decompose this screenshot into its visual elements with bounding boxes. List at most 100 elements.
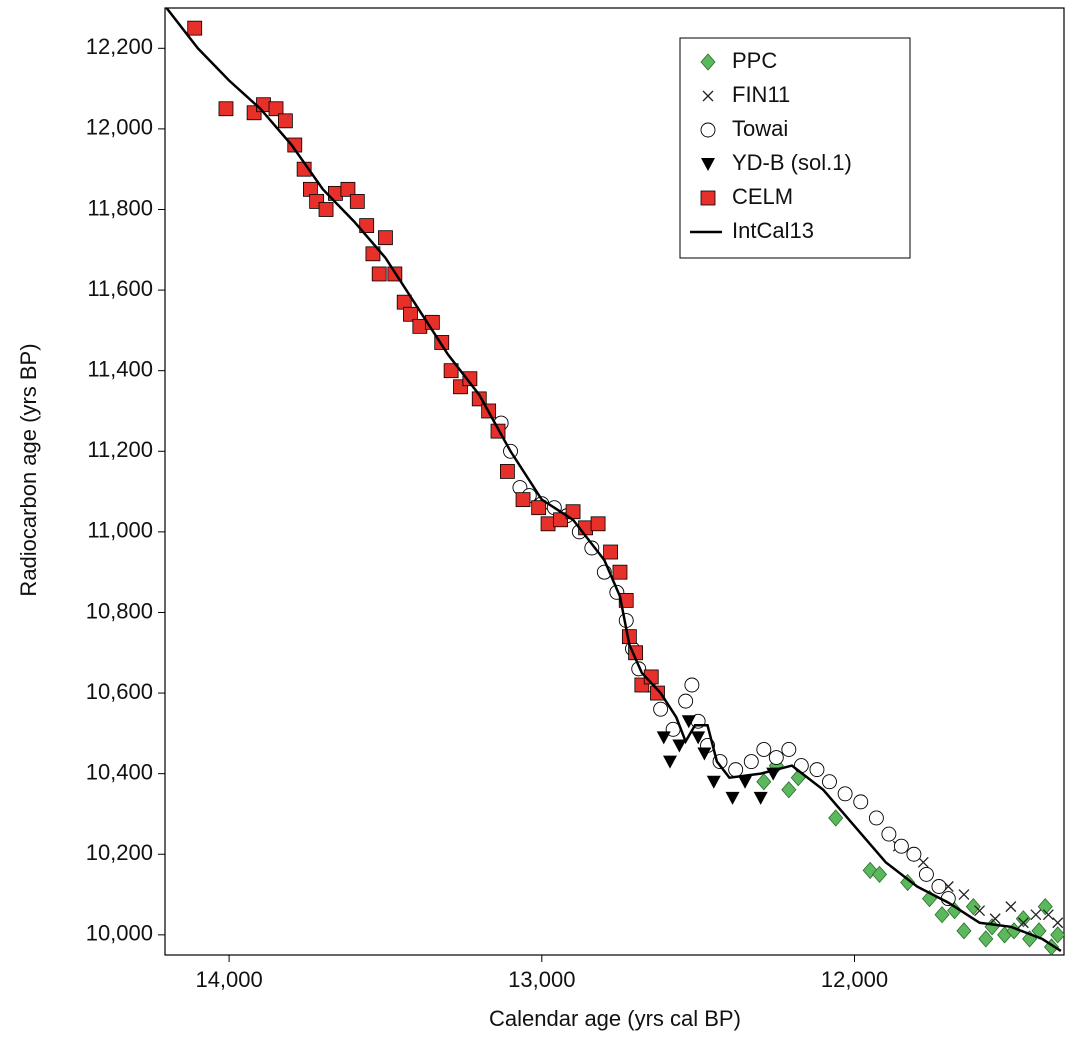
diamond-marker bbox=[781, 781, 797, 799]
diamond-marker bbox=[978, 930, 994, 948]
square-marker bbox=[365, 246, 381, 262]
square-marker bbox=[500, 464, 515, 479]
triangle-marker bbox=[681, 715, 696, 729]
circle-marker bbox=[906, 846, 922, 862]
circle-marker bbox=[678, 693, 694, 709]
cross-marker bbox=[702, 90, 714, 102]
cross-marker bbox=[1017, 917, 1029, 929]
diamond-marker bbox=[871, 865, 888, 884]
x-tick-label: 13,000 bbox=[508, 967, 575, 992]
diamond-marker bbox=[956, 922, 972, 940]
legend-label: FIN11 bbox=[732, 82, 790, 107]
circle-marker bbox=[768, 750, 784, 765]
x-tick-label: 12,000 bbox=[821, 967, 888, 992]
y-tick-label: 11,400 bbox=[87, 356, 153, 381]
square-marker bbox=[349, 194, 365, 209]
triangle-marker bbox=[697, 747, 712, 761]
y-tick-label: 12,200 bbox=[86, 34, 153, 59]
square-marker bbox=[650, 685, 665, 701]
legend-label: Towai bbox=[732, 116, 788, 141]
legend-box bbox=[679, 37, 911, 259]
triangle-marker bbox=[656, 731, 671, 745]
diamond-marker bbox=[700, 53, 716, 71]
cross-marker bbox=[958, 889, 970, 901]
circle-marker bbox=[728, 762, 744, 778]
plot-frame bbox=[164, 7, 1065, 956]
square-marker bbox=[340, 181, 356, 197]
cross-marker bbox=[917, 856, 929, 868]
y-tick-label: 10,200 bbox=[86, 840, 153, 865]
triangle-marker bbox=[691, 731, 706, 745]
square-marker bbox=[287, 137, 303, 153]
circle-marker bbox=[809, 762, 825, 778]
square-marker bbox=[443, 363, 459, 379]
square-marker bbox=[515, 492, 531, 508]
circle-marker bbox=[853, 794, 869, 810]
circle-marker bbox=[837, 786, 853, 802]
diamond-marker bbox=[965, 898, 981, 916]
y-tick-label: 10,400 bbox=[86, 759, 153, 784]
circle-marker bbox=[684, 677, 700, 693]
y-tick-label: 11,800 bbox=[87, 195, 153, 220]
diamond-marker bbox=[1037, 898, 1053, 916]
legend-label: CELM bbox=[732, 184, 793, 209]
circle-marker bbox=[822, 774, 837, 790]
square-marker bbox=[603, 544, 618, 560]
y-axis-label: Radiocarbon age (yrs BP) bbox=[16, 343, 41, 596]
y-tick-label: 12,000 bbox=[86, 115, 153, 140]
triangle-marker bbox=[672, 739, 687, 753]
circle-marker bbox=[931, 879, 947, 894]
circle-marker bbox=[881, 826, 897, 842]
cross-marker bbox=[1052, 917, 1064, 929]
diamond-marker bbox=[1050, 926, 1065, 944]
square-marker bbox=[403, 306, 418, 322]
triangle-marker bbox=[753, 791, 768, 805]
square-marker bbox=[700, 190, 716, 206]
diamond-marker bbox=[756, 773, 772, 791]
square-marker bbox=[612, 564, 628, 580]
square-marker bbox=[218, 101, 234, 117]
square-marker bbox=[462, 371, 478, 387]
square-marker bbox=[540, 516, 556, 532]
y-tick-label: 10,000 bbox=[86, 921, 153, 946]
triangle-marker bbox=[738, 775, 753, 789]
triangle-marker bbox=[706, 775, 721, 789]
square-marker bbox=[371, 266, 387, 282]
triangle-marker bbox=[701, 158, 715, 171]
cross-marker bbox=[989, 913, 1001, 925]
triangle-marker bbox=[663, 755, 678, 769]
diamond-marker bbox=[947, 902, 963, 920]
y-tick-label: 10,800 bbox=[86, 598, 153, 623]
circle-marker bbox=[653, 701, 669, 717]
legend-label: PPC bbox=[732, 48, 777, 73]
cross-marker bbox=[1030, 909, 1042, 921]
y-tick-label: 11,200 bbox=[87, 437, 153, 462]
legend-label: IntCal13 bbox=[732, 218, 814, 243]
cross-marker bbox=[1005, 901, 1017, 913]
square-marker bbox=[318, 202, 334, 217]
circle-marker bbox=[584, 540, 600, 556]
cross-marker bbox=[974, 905, 986, 917]
circle-marker bbox=[893, 838, 909, 854]
square-marker bbox=[187, 20, 203, 36]
square-marker bbox=[277, 113, 293, 129]
square-marker bbox=[378, 230, 393, 246]
x-axis-label: Calendar age (yrs cal BP) bbox=[489, 1006, 741, 1031]
triangle-marker bbox=[725, 791, 740, 805]
square-marker bbox=[618, 592, 634, 608]
y-tick-label: 10,600 bbox=[86, 679, 153, 704]
circle-marker bbox=[743, 754, 759, 770]
diamond-marker bbox=[934, 906, 950, 924]
circle-marker bbox=[781, 742, 797, 757]
circle-marker bbox=[700, 122, 716, 138]
diamond-marker bbox=[900, 873, 916, 892]
curve bbox=[165, 8, 1062, 953]
square-marker bbox=[256, 97, 271, 113]
circle-marker bbox=[756, 742, 772, 757]
y-tick-label: 11,000 bbox=[87, 518, 153, 543]
square-marker bbox=[412, 318, 428, 334]
circle-marker bbox=[868, 810, 884, 826]
diamond-marker bbox=[1015, 910, 1031, 928]
square-marker bbox=[268, 101, 284, 117]
